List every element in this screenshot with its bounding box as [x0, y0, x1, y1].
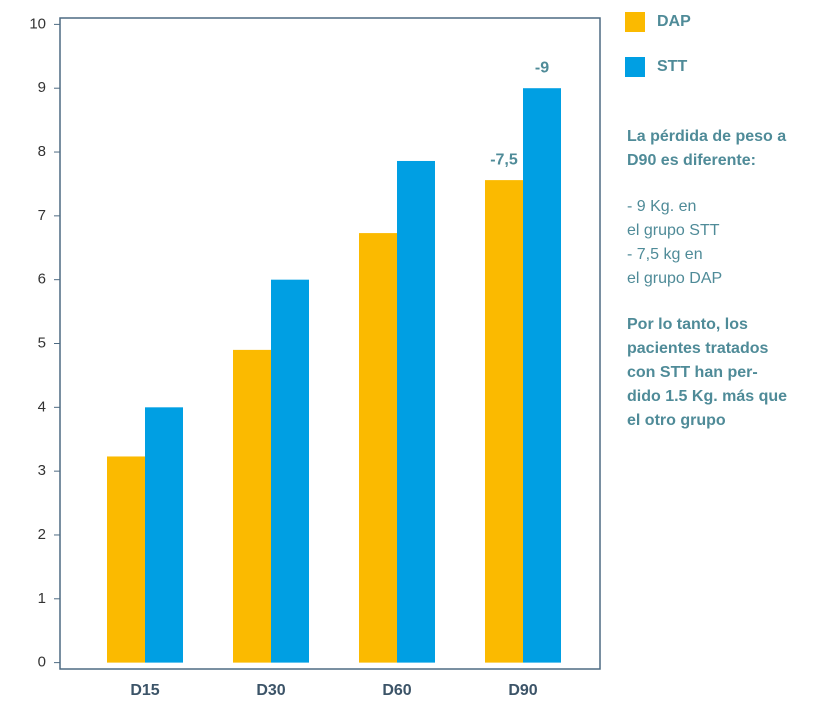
- y-tick-label: 9: [38, 79, 46, 96]
- y-tick-label: 6: [38, 271, 46, 288]
- y-tick-label: 5: [38, 334, 46, 351]
- annotation: -9: [535, 59, 549, 76]
- bar: [107, 456, 145, 663]
- bar: [145, 407, 183, 663]
- y-tick-label: 0: [38, 654, 46, 671]
- legend-label: STT: [657, 58, 687, 75]
- x-tick-label: D60: [382, 682, 411, 699]
- y-tick-label: 3: [38, 462, 46, 479]
- legend-swatch: [625, 12, 645, 32]
- side-text: pacientes tratados: [627, 340, 768, 357]
- side-text: el grupo STT: [627, 222, 720, 239]
- side-text: dido 1.5 Kg. más que: [627, 388, 787, 405]
- bar: [485, 180, 523, 663]
- side-text: D90 es diferente:: [627, 152, 756, 169]
- y-tick-label: 10: [29, 15, 46, 32]
- y-tick-label: 2: [38, 526, 46, 543]
- y-tick-label: 1: [38, 590, 46, 607]
- bar: [233, 349, 271, 663]
- bar: [397, 160, 435, 663]
- side-text: con STT han per-: [627, 364, 758, 381]
- bar: [271, 279, 309, 663]
- bar: [359, 233, 397, 663]
- side-text: - 9 Kg. en: [627, 198, 696, 215]
- y-tick-label: 8: [38, 143, 46, 160]
- side-text: el otro grupo: [627, 412, 726, 429]
- legend-label: DAP: [657, 13, 691, 30]
- side-text: el grupo DAP: [627, 270, 722, 287]
- x-tick-label: D90: [508, 682, 537, 699]
- x-tick-label: D15: [130, 682, 159, 699]
- side-text: - 7,5 kg en: [627, 246, 703, 263]
- side-text: Por lo tanto, los: [627, 316, 748, 333]
- bar: [523, 88, 561, 663]
- annotation: -7,5: [490, 151, 518, 168]
- x-tick-label: D30: [256, 682, 285, 699]
- legend-swatch: [625, 57, 645, 77]
- y-tick-label: 7: [38, 207, 46, 224]
- y-tick-label: 4: [38, 398, 46, 415]
- side-text: La pérdida de peso a: [627, 128, 786, 145]
